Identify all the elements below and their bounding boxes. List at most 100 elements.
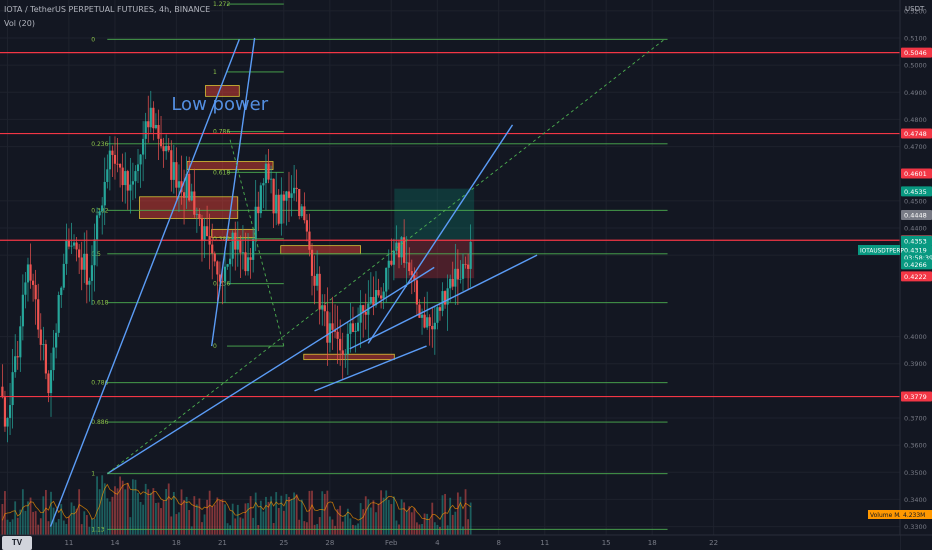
volume-bar <box>385 490 388 535</box>
candle-body <box>374 290 378 306</box>
supply-demand-zones <box>139 85 395 361</box>
volume-bar <box>134 479 137 535</box>
candle-body <box>426 317 429 328</box>
trend-line <box>367 124 514 344</box>
candle-body <box>380 295 383 299</box>
price-tick-label: 0.5100 <box>904 35 927 43</box>
trend-line <box>210 37 256 347</box>
candle-body <box>262 183 265 186</box>
volume-bar <box>469 502 472 535</box>
volume-bar <box>462 526 464 535</box>
candle-body <box>369 296 372 304</box>
volume-bar <box>321 491 324 535</box>
volume-bar <box>37 524 40 535</box>
fib-level-label: 0.5 <box>91 251 101 258</box>
volume-bar <box>234 518 237 535</box>
candle-body <box>170 150 173 180</box>
candle-body <box>246 257 250 272</box>
fib-level-label: 0 <box>213 343 217 350</box>
candle-body <box>47 373 50 394</box>
candle-body <box>172 162 175 180</box>
price-tick-label: 0.4800 <box>904 116 927 124</box>
volume-bar <box>183 499 185 535</box>
volume-bar <box>14 501 17 535</box>
volume-bar <box>88 526 91 535</box>
candle-body <box>103 181 106 206</box>
candle-body <box>390 260 393 265</box>
volume-bar <box>331 519 334 535</box>
candle-body <box>67 240 71 247</box>
volume-bar <box>236 504 239 535</box>
volume-bar <box>423 513 426 535</box>
time-tick-label: 25 <box>279 539 288 547</box>
candle-body <box>344 354 347 355</box>
volume-bar <box>198 498 201 535</box>
candle-body <box>190 191 193 201</box>
tradingview-logo[interactable]: TV <box>2 536 32 550</box>
candle-body <box>346 333 349 355</box>
volume-bar <box>106 498 109 535</box>
candle-body <box>461 263 465 279</box>
candle-body <box>136 164 140 172</box>
time-tick-label: 28 <box>325 539 334 547</box>
volume-bar <box>449 497 452 535</box>
candle-body <box>252 239 255 260</box>
currency-label: USDT <box>905 5 925 13</box>
volume-bar <box>170 516 173 535</box>
fib-level-label: 0.236 <box>213 281 230 288</box>
candle-body <box>397 242 401 258</box>
volume-bar <box>16 517 19 535</box>
candle-body <box>147 121 150 128</box>
price-tick-label: 0.3900 <box>904 360 927 368</box>
volume-bar <box>288 496 290 535</box>
candle-body <box>305 220 308 232</box>
volume-bar <box>11 519 14 535</box>
volume-bar <box>172 491 175 535</box>
candle-body <box>443 291 447 305</box>
candle-body <box>24 282 27 295</box>
candle-body <box>75 242 78 250</box>
candle-body <box>83 253 86 270</box>
volume-bar <box>160 508 162 535</box>
volume-bar <box>446 525 449 535</box>
fib-level-label: 0.786 <box>213 129 230 136</box>
candle-body <box>321 305 324 310</box>
volume-bar <box>57 519 60 535</box>
volume-bar <box>436 525 439 535</box>
volume-bar <box>454 511 457 535</box>
volume-bar <box>119 476 121 535</box>
volume-bar <box>298 519 301 535</box>
fib-level-label: 1 <box>213 69 217 76</box>
volume-bar <box>21 489 24 535</box>
volume-bar <box>395 520 398 535</box>
price-axis: 0.5200 0.5100 0.5000 0.4900 0.4800 0.4700 0.45… <box>899 0 932 550</box>
candle-body <box>451 278 454 287</box>
volume-bar <box>91 518 93 535</box>
volume-bar <box>9 521 11 535</box>
candle-body <box>90 265 94 281</box>
candle-body <box>275 194 278 214</box>
candle-body <box>303 206 306 221</box>
fib-level-label: 0.618 <box>213 169 230 176</box>
symbol-title[interactable]: IOTA / TetherUS PERPETUAL FUTURES, 4h, B… <box>4 5 211 14</box>
volume-bar <box>155 502 157 535</box>
price-label-text: 0.5046 <box>904 49 927 57</box>
volume-bar <box>464 489 467 535</box>
volume-bar <box>262 511 265 535</box>
candle-body <box>182 192 186 198</box>
fib-level-label: 1.272 <box>213 1 230 8</box>
candle-body <box>377 290 380 296</box>
candle-body <box>177 181 181 188</box>
candle-body <box>385 267 388 292</box>
volume-bar <box>93 518 96 535</box>
candle-body <box>403 237 406 263</box>
candle-body <box>280 194 283 224</box>
time-tick-label: 18 <box>648 539 657 547</box>
volume-bar <box>377 503 380 535</box>
volume-bar <box>149 492 152 535</box>
candle-body <box>392 250 395 265</box>
candle-body <box>19 326 22 358</box>
volume-indicator-label[interactable]: Vol (20) <box>4 19 35 28</box>
volume-bar <box>364 496 367 535</box>
